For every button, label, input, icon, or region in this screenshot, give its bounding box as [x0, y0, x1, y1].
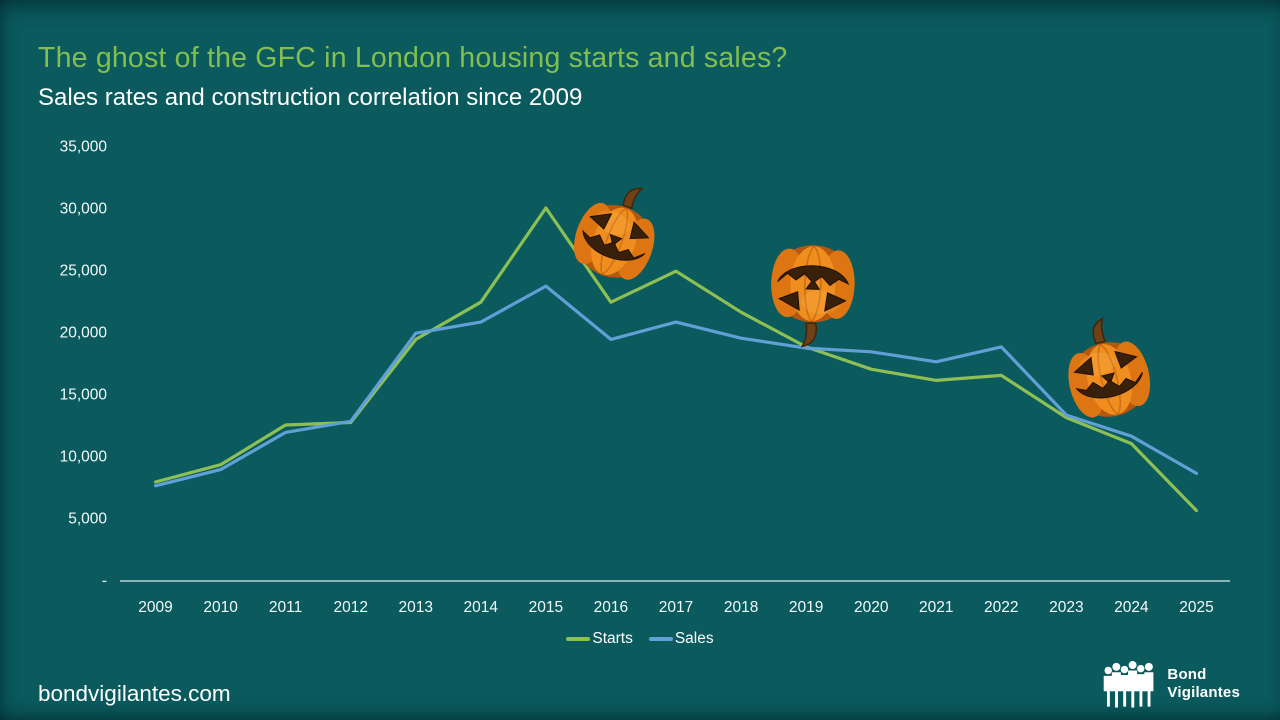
x-axis-tick-label: 2023	[1049, 599, 1083, 616]
sales-line-swatch	[648, 637, 673, 641]
x-axis-tick-label: 2022	[984, 599, 1018, 616]
legend-label-starts: Starts	[592, 630, 633, 647]
y-axis-tick-labels: - 5,000 10,000 15,000 20,000 25,000 30,000 35,0…	[60, 139, 108, 590]
y-axis-tick-label: 35,000	[60, 139, 108, 156]
starts-line-swatch	[566, 637, 591, 641]
x-axis-tick-label: 2012	[333, 599, 367, 616]
x-axis-tick-label: 2016	[594, 599, 628, 616]
x-axis-tick-label: 2018	[724, 599, 758, 616]
x-axis-tick-labels: 2009 2010 2011 2012 2013 2014 2015 2016 2017 2018…	[138, 599, 1213, 616]
y-axis-tick-label: 25,000	[60, 263, 108, 280]
page-subtitle: Sales rates and construction correlation…	[38, 84, 583, 111]
people-crowd-icon	[1104, 661, 1154, 708]
page-title: The ghost of the GFC in London housing s…	[38, 42, 788, 74]
legend-label-sales: Sales	[674, 630, 714, 647]
x-axis-tick-label: 2010	[203, 599, 238, 616]
x-axis-tick-label: 2015	[529, 599, 563, 616]
x-axis-tick-label: 2021	[919, 599, 953, 616]
chart-legend: Starts Sales	[0, 630, 1280, 648]
legend-item-sales: Sales	[648, 630, 714, 648]
x-axis-tick-label: 2025	[1179, 599, 1213, 616]
x-axis-tick-label: 2014	[464, 599, 499, 616]
website-text: bondvigilantes.com	[38, 681, 231, 706]
y-axis-tick-label: 30,000	[60, 201, 108, 218]
y-axis-tick-label: 20,000	[60, 325, 108, 342]
x-axis-tick-label: 2020	[854, 599, 889, 616]
x-axis-tick-label: 2017	[659, 599, 693, 616]
y-axis-tick-label: -	[102, 573, 107, 590]
y-axis-tick-label: 15,000	[60, 387, 108, 404]
bond-vigilantes-logo: Bond Vigilantes	[1101, 658, 1240, 710]
logo-text-line1: Bond	[1167, 666, 1207, 684]
starts-line-series	[153, 206, 1199, 513]
x-axis-tick-label: 2024	[1114, 599, 1149, 616]
x-axis-tick-label: 2019	[789, 599, 823, 616]
logo-text: Bond Vigilantes	[1167, 666, 1240, 701]
y-axis-tick-label: 5,000	[68, 511, 107, 528]
jack-o-lantern-icon	[757, 240, 868, 351]
x-axis-tick-label: 2009	[138, 599, 172, 616]
legend-item-starts: Starts	[566, 630, 633, 648]
y-axis-tick-label: 10,000	[60, 449, 108, 466]
x-axis-tick-label: 2011	[269, 599, 302, 616]
x-axis-tick-label: 2013	[399, 599, 433, 616]
sales-line-series	[153, 284, 1199, 488]
logo-text-line2: Vigilantes	[1167, 684, 1240, 701]
